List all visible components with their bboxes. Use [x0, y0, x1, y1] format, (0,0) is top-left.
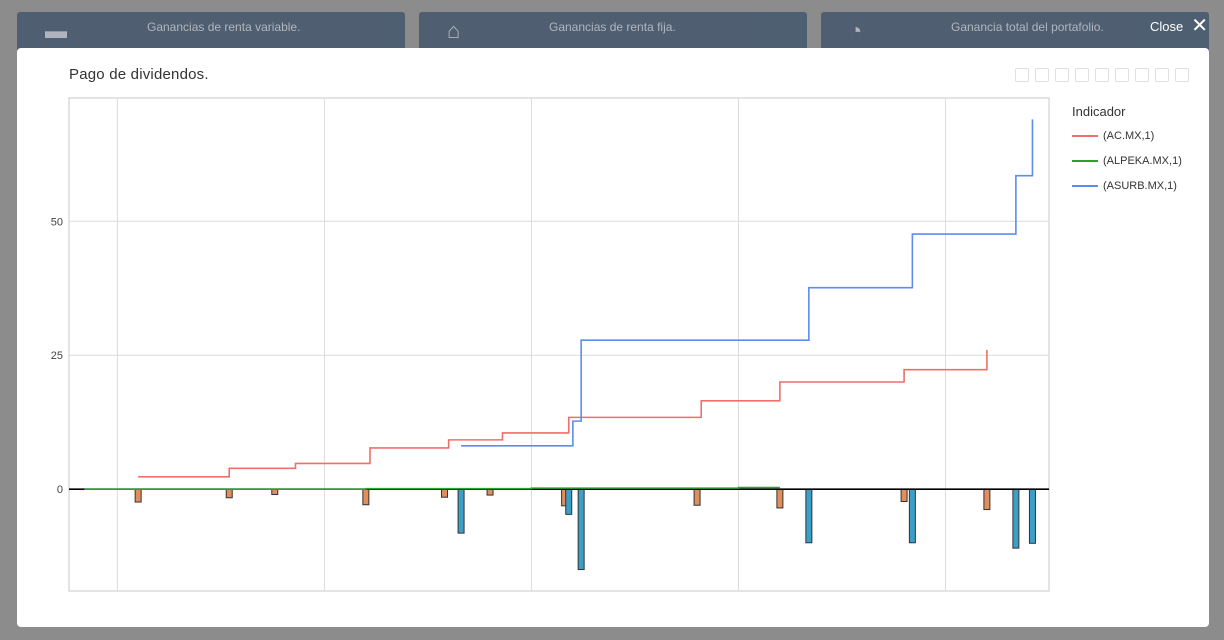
dividend-bar: [441, 488, 449, 498]
dividend-bar: [225, 488, 233, 499]
dividend-bar: [134, 488, 142, 503]
legend-label: (ALPEKA.MX,1): [1103, 154, 1182, 167]
series-line: [461, 119, 1034, 447]
card-label: Ganancia total del portafolio.: [951, 20, 1104, 34]
dividend-bar: [565, 488, 573, 515]
dividend-bar: [900, 488, 908, 503]
zoom-icon[interactable]: [1035, 68, 1049, 82]
dividend-bar: [1028, 488, 1036, 544]
card-label: Ganancias de renta variable.: [147, 20, 301, 34]
dividend-bar: [362, 488, 370, 506]
legend-swatch: [1072, 159, 1098, 162]
y-tick-label: 50: [51, 216, 63, 228]
series-line: [84, 486, 780, 490]
legend-item[interactable]: (ALPEKA.MX,1): [1072, 148, 1182, 173]
y-tick-label: 25: [51, 350, 63, 362]
box-select-icon[interactable]: [1075, 68, 1089, 82]
bank-icon: ⌂: [447, 18, 461, 43]
bar-chart-icon: ▬: [45, 18, 67, 43]
close-label: Close: [1149, 18, 1184, 34]
dividend-bar: [1012, 488, 1020, 549]
legend: Indicador (AC.MX,1) (ALPEKA.MX,1) (ASURB.M…: [1072, 104, 1182, 198]
pan-icon[interactable]: [1055, 68, 1069, 82]
dividend-bar: [983, 488, 991, 511]
legend-swatch: [1072, 184, 1098, 187]
plot-toolbar[interactable]: [1015, 68, 1189, 82]
camera-icon[interactable]: [1015, 68, 1029, 82]
card-label: Ganancias de renta fija.: [549, 20, 676, 34]
zoom-in-icon[interactable]: [1115, 68, 1129, 82]
reset-axes-icon[interactable]: [1175, 68, 1189, 82]
legend-item[interactable]: (AC.MX,1): [1072, 123, 1182, 148]
dividend-bar: [805, 488, 813, 544]
plot-area: [68, 97, 1050, 592]
series-line: [138, 349, 988, 478]
dividend-bar: [457, 488, 465, 534]
dividend-bar: [486, 488, 494, 496]
dividend-bar: [908, 488, 916, 544]
legend-label: (AC.MX,1): [1103, 129, 1155, 142]
pie-chart-icon: ◔: [849, 18, 863, 43]
legend-item[interactable]: (ASURB.MX,1): [1072, 173, 1182, 198]
dividend-bar: [693, 488, 701, 506]
legend-title: Indicador: [1072, 104, 1126, 119]
dividend-bar: [577, 488, 585, 571]
close-button[interactable]: Close ✕: [1149, 15, 1208, 37]
lasso-icon[interactable]: [1095, 68, 1109, 82]
dividend-bar: [776, 488, 784, 509]
legend-swatch: [1072, 134, 1098, 137]
legend-label: (ASURB.MX,1): [1103, 179, 1177, 192]
y-tick-label: 0: [57, 484, 63, 496]
dividend-bar: [271, 488, 279, 496]
close-icon: ✕: [1191, 15, 1208, 37]
autoscale-icon[interactable]: [1155, 68, 1169, 82]
chart-title: Pago de dividendos.: [69, 66, 209, 83]
zoom-out-icon[interactable]: [1135, 68, 1149, 82]
